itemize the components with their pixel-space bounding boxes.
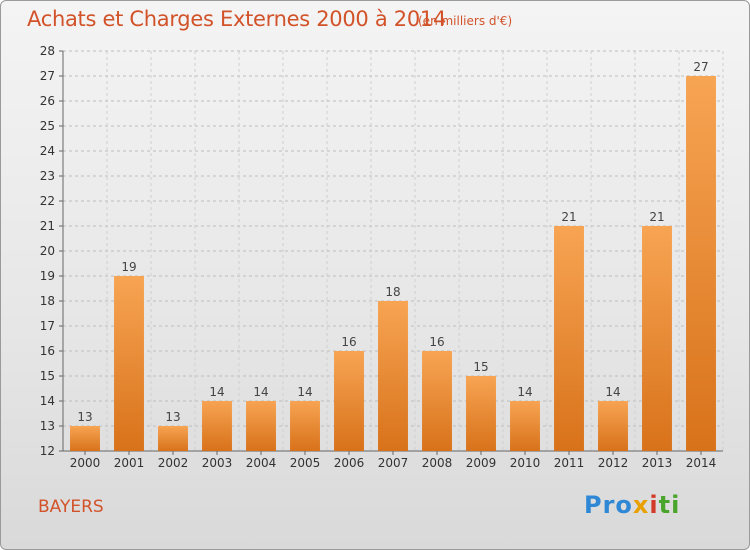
- logo-part-2: x: [632, 491, 650, 519]
- bar-2005: [290, 401, 320, 451]
- x-tick-label: 2003: [202, 456, 233, 470]
- value-label: 13: [165, 410, 180, 424]
- value-label: 21: [649, 210, 664, 224]
- y-tick-label: 28: [40, 44, 55, 58]
- y-tick-label: 26: [40, 94, 55, 108]
- y-tick-label: 13: [40, 419, 55, 433]
- x-tick-label: 2006: [334, 456, 365, 470]
- x-tick-label: 2000: [70, 456, 101, 470]
- x-tick-label: 2008: [422, 456, 453, 470]
- y-tick-label: 24: [40, 144, 55, 158]
- value-label: 14: [297, 385, 312, 399]
- bar-2003: [202, 401, 232, 451]
- bar-2002: [158, 426, 188, 451]
- y-tick-label: 18: [40, 294, 55, 308]
- value-label: 15: [473, 360, 488, 374]
- y-tick-label: 27: [40, 69, 55, 83]
- y-tick-label: 16: [40, 344, 55, 358]
- value-label: 18: [385, 285, 400, 299]
- bar-2012: [598, 401, 628, 451]
- y-tick-label: 21: [40, 219, 55, 233]
- value-label: 14: [517, 385, 532, 399]
- x-tick-label: 2001: [114, 456, 145, 470]
- chart-title: Achats et Charges Externes 2000 à 2014: [27, 7, 447, 31]
- chart-subtitle: (en milliers d'€): [418, 14, 513, 28]
- value-label: 21: [561, 210, 576, 224]
- value-label: 16: [429, 335, 444, 349]
- bar-2001: [114, 276, 144, 451]
- x-tick-label: 2014: [686, 456, 717, 470]
- y-tick-label: 20: [40, 244, 55, 258]
- bar-2000: [70, 426, 100, 451]
- bars: [70, 76, 716, 451]
- x-tick-label: 2011: [554, 456, 585, 470]
- bar-2013: [642, 226, 672, 451]
- bar-2004: [246, 401, 276, 451]
- bar-2009: [466, 376, 496, 451]
- x-tick-label: 2005: [290, 456, 321, 470]
- proxiti-logo[interactable]: Proxiti: [584, 491, 680, 519]
- value-label: 19: [121, 260, 136, 274]
- value-label: 14: [209, 385, 224, 399]
- y-tick-label: 15: [40, 369, 55, 383]
- y-tick-label: 12: [40, 444, 55, 458]
- y-tick-label: 25: [40, 119, 55, 133]
- bar-2007: [378, 301, 408, 451]
- value-labels: 13 19 13 14 14 14 16 18 16 15 14 21 14 21 27: [77, 60, 708, 424]
- x-tick-label: 2013: [642, 456, 673, 470]
- x-tick-label: 2009: [466, 456, 497, 470]
- bar-2011: [554, 226, 584, 451]
- y-tick-label: 22: [40, 194, 55, 208]
- x-tick-label: 2002: [158, 456, 189, 470]
- y-tick-labels: 12 13 14 15 16 17 18 19 20 21 22 23 24 25 26 27 28: [40, 44, 55, 458]
- x-tick-label: 2012: [598, 456, 629, 470]
- value-label: 14: [605, 385, 620, 399]
- x-tick-label: 2007: [378, 456, 409, 470]
- x-tick-label: 2004: [246, 456, 277, 470]
- value-label: 14: [253, 385, 268, 399]
- y-tick-label: 23: [40, 169, 55, 183]
- value-label: 13: [77, 410, 92, 424]
- logo-part-1: Pro: [584, 491, 633, 519]
- y-tick-label: 19: [40, 269, 55, 283]
- value-label: 16: [341, 335, 356, 349]
- x-tick-label: 2010: [510, 456, 541, 470]
- y-tick-label: 17: [40, 319, 55, 333]
- logo-part-3: i: [649, 491, 659, 519]
- commune-name: BAYERS: [38, 497, 104, 517]
- bar-2014: [686, 76, 716, 451]
- value-label: 27: [693, 60, 708, 74]
- logo-part-4: ti: [658, 491, 681, 519]
- y-tick-label: 14: [40, 394, 55, 408]
- x-tick-labels: 2000 2001 2002 2003 2004 2005 2006 2007 2008 2009…: [70, 456, 717, 470]
- bar-2006: [334, 351, 364, 451]
- bar-2010: [510, 401, 540, 451]
- bar-2008: [422, 351, 452, 451]
